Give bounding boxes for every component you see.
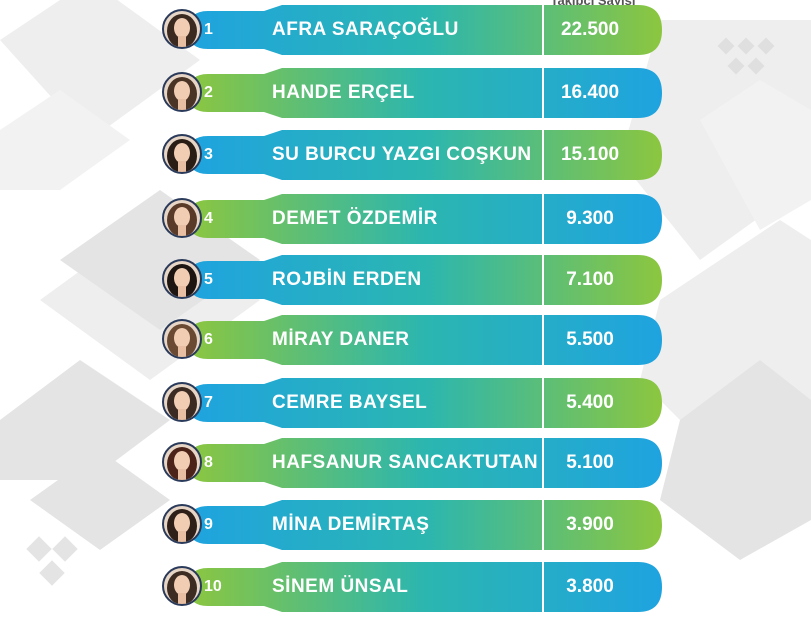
celebrity-name: SİNEM ÜNSAL [272,576,409,597]
follower-count: 3.900 [566,514,614,535]
value-column-header: Takipçi Sayısı [550,0,636,8]
avatar [162,319,202,359]
rank-number: 5 [204,271,213,288]
bar-background [186,438,662,488]
avatar [162,442,202,482]
bar-background [186,194,662,244]
ranking-row: 2 HANDE ERÇEL 16.400 [160,68,662,118]
avatar [162,259,202,299]
avatar [162,198,202,238]
avatar [162,566,202,606]
follower-count: 3.800 [566,576,614,597]
ranking-row: 8 HAFSANUR SANCAKTUTAN 5.100 [160,438,662,488]
rank-number: 3 [204,146,213,163]
rank-number: 4 [204,210,213,227]
rank-number: 10 [204,578,222,595]
bar-background [186,315,662,365]
follower-count: 15.100 [560,144,620,165]
rank-number: 2 [204,84,213,101]
avatar [162,382,202,422]
follower-count: 5.500 [566,329,614,350]
follower-count: 7.100 [566,269,614,290]
celebrity-name: HAFSANUR SANCAKTUTAN [272,452,539,473]
bar-background [186,130,662,180]
celebrity-name: MİRAY DANER [272,329,410,350]
avatar [162,504,202,544]
celebrity-name: CEMRE BAYSEL [272,392,428,413]
rank-number: 8 [204,454,213,471]
celebrity-name: AFRA SARAÇOĞLU [272,19,459,40]
follower-count: 5.100 [566,452,614,473]
bar-background [186,5,662,55]
bar-background [186,255,662,305]
avatar [162,72,202,112]
ranking-row: 5 ROJBİN ERDEN 7.100 [160,255,662,305]
celebrity-name: DEMET ÖZDEMİR [272,208,438,229]
ranking-row: 3 SU BURCU YAZGI COŞKUN 15.100 [160,130,662,180]
celebrity-name: HANDE ERÇEL [272,82,415,103]
ranking-row: 7 CEMRE BAYSEL 5.400 [160,378,662,428]
follower-count: 5.400 [566,392,614,413]
bar-background [186,68,662,118]
ranking-row: 9 MİNA DEMİRTAŞ 3.900 [160,500,662,550]
ranking-row: 10 SİNEM ÜNSAL 3.800 [160,562,662,612]
rank-number: 7 [204,394,213,411]
ranking-row: 4 DEMET ÖZDEMİR 9.300 [160,194,662,244]
ranking-row: 6 MİRAY DANER 5.500 [160,315,662,365]
rank-number: 9 [204,516,213,533]
bar-background [186,500,662,550]
follower-count: 9.300 [566,208,614,229]
bar-background [186,562,662,612]
celebrity-name: MİNA DEMİRTAŞ [272,514,430,535]
rank-number: 1 [204,21,213,38]
ranking-row: 1 AFRA SARAÇOĞLU 22.500 [160,5,662,55]
celebrity-name: ROJBİN ERDEN [272,269,422,290]
bar-background [186,378,662,428]
avatar [162,134,202,174]
celebrity-name: SU BURCU YAZGI COŞKUN [272,144,532,165]
follower-count: 16.400 [560,82,620,103]
avatar [162,9,202,49]
rank-number: 6 [204,331,213,348]
follower-count: 22.500 [560,19,620,40]
